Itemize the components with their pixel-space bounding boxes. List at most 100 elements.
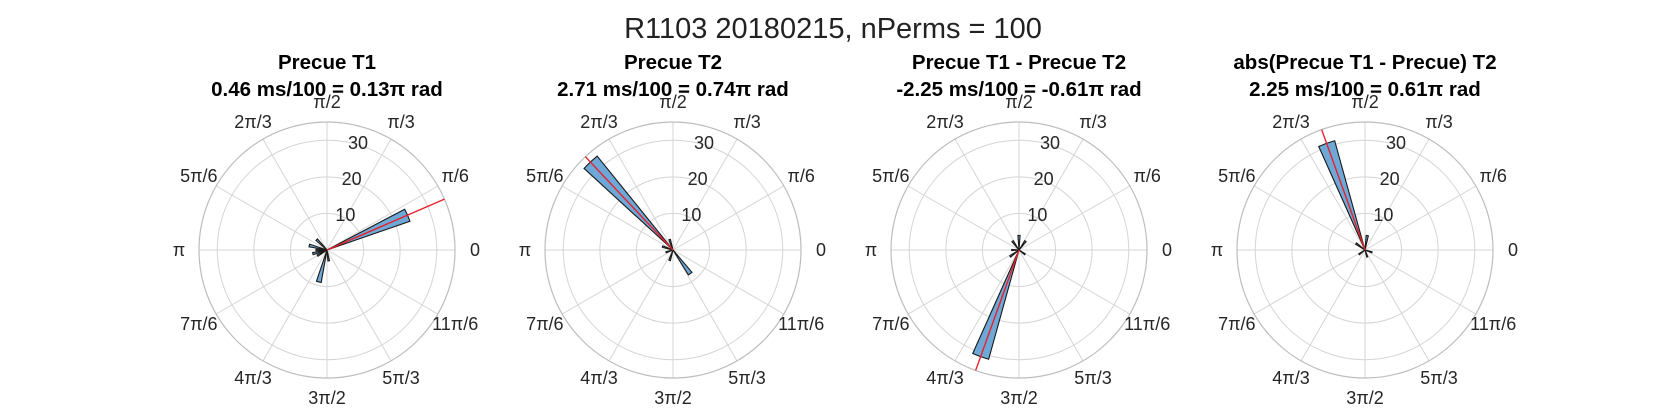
radial-tick-label: 20 <box>342 169 362 189</box>
radial-tick-label: 10 <box>681 205 701 225</box>
angular-gridline <box>1018 185 1131 251</box>
angle-tick-label: π/3 <box>387 112 414 132</box>
angular-gridline <box>672 249 738 362</box>
angular-gridline <box>326 249 439 315</box>
angle-tick-label: 5π/6 <box>872 166 909 186</box>
angle-tick-label: 0 <box>1162 240 1172 260</box>
angle-tick-label: π <box>519 240 531 260</box>
radial-tick-label: 20 <box>1380 169 1400 189</box>
histogram-bar <box>665 249 674 254</box>
angle-tick-label: 3π/2 <box>654 388 691 408</box>
angular-gridline <box>907 249 1020 315</box>
histogram-bar <box>326 249 331 262</box>
angle-tick-label: π <box>173 240 185 260</box>
angular-gridline <box>1364 249 1477 315</box>
panel-title: abs(Precue T1 - Precue) T2 <box>1233 51 1496 74</box>
angular-gridline <box>1300 249 1366 362</box>
angle-tick-label: 5π/6 <box>1218 166 1255 186</box>
mean-direction-line <box>584 156 674 251</box>
angular-gridline <box>326 249 392 362</box>
angle-tick-label: 5π/3 <box>728 368 765 388</box>
angle-tick-label: π/6 <box>1479 166 1506 186</box>
angle-tick-label: π <box>1211 240 1223 260</box>
radial-tick-label: 30 <box>348 133 368 153</box>
angle-tick-label: 4π/3 <box>926 368 963 388</box>
panel-subtitle: 0.46 ms/100 = 0.13π rad <box>211 78 443 101</box>
angle-tick-label: π <box>865 240 877 260</box>
histogram-bar <box>1354 242 1366 251</box>
angular-gridline <box>326 138 392 251</box>
angle-tick-label: 5π/6 <box>180 166 217 186</box>
polar-panel-2: Precue T2 2.71 ms/100 = 0.74π rad 0 π/6 π/3 π… <box>519 51 826 408</box>
angle-tick-label: π/6 <box>1133 166 1160 186</box>
angle-tick-label: 3π/2 <box>1000 388 1037 408</box>
angular-gridline <box>1300 138 1366 251</box>
angular-gridline <box>1364 185 1477 251</box>
angular-gridline <box>1018 249 1084 362</box>
histogram-bar <box>1018 239 1027 251</box>
angle-tick-label: 2π/3 <box>234 112 271 132</box>
histogram-bar <box>1318 140 1366 251</box>
angle-tick-label: 5π/3 <box>382 368 419 388</box>
angle-tick-label: 0 <box>470 240 480 260</box>
histogram-bar <box>1364 249 1369 258</box>
angle-tick-label: 11π/6 <box>1470 314 1516 334</box>
angular-gridline <box>1364 249 1430 362</box>
radial-tick-label: 30 <box>694 133 714 153</box>
angle-tick-label: 4π/3 <box>234 368 271 388</box>
angular-gridline <box>1364 138 1430 251</box>
panel-subtitle: 2.71 ms/100 = 0.74π rad <box>557 78 789 101</box>
angle-tick-label: 5π/3 <box>1074 368 1111 388</box>
radial-tick-label: 10 <box>335 205 355 225</box>
angle-tick-label: 7π/6 <box>180 314 217 334</box>
histogram-bar <box>1358 249 1366 256</box>
panel-subtitle: -2.25 ms/100 = -0.61π rad <box>896 78 1141 101</box>
histogram-bar <box>1364 234 1370 251</box>
histogram-bar <box>1008 249 1020 258</box>
angle-tick-label: π/2 <box>659 92 686 112</box>
angle-tick-label: π/6 <box>787 166 814 186</box>
angle-tick-label: 5π/3 <box>1420 368 1457 388</box>
histogram-bar <box>315 248 328 252</box>
angular-gridline <box>954 138 1020 251</box>
radial-tick-label: 20 <box>688 169 708 189</box>
angle-tick-label: π/2 <box>313 92 340 112</box>
histogram-bar <box>668 238 674 251</box>
angular-gridline <box>262 249 328 362</box>
panel-title: Precue T1 <box>278 51 376 74</box>
angular-gridline <box>672 185 785 251</box>
polar-panel-3: Precue T1 - Precue T2 -2.25 ms/100 = -0.6… <box>865 51 1172 408</box>
angle-tick-label: 7π/6 <box>526 314 563 334</box>
angular-gridline <box>215 185 328 251</box>
panel-subtitle: 2.25 ms/100 = 0.61π rad <box>1249 78 1481 101</box>
angle-tick-label: π/2 <box>1351 92 1378 112</box>
histogram-bar <box>661 245 674 251</box>
polar-frame <box>198 121 456 379</box>
histogram-bar <box>972 249 1020 360</box>
angular-gridline <box>1018 138 1084 251</box>
radial-tick-label: 30 <box>1040 133 1060 153</box>
radial-tick-label: 10 <box>1027 205 1047 225</box>
angle-tick-label: 11π/6 <box>1124 314 1170 334</box>
angle-tick-label: π/3 <box>1079 112 1106 132</box>
histogram-bar <box>668 249 674 262</box>
polar-frame <box>1236 121 1494 379</box>
angular-gridline <box>1253 185 1366 251</box>
angular-gridline <box>954 249 1020 362</box>
angular-gridline <box>1018 249 1131 315</box>
angular-gridline <box>907 185 1020 251</box>
polar-frame <box>544 121 802 379</box>
histogram-bar <box>1017 234 1021 251</box>
mean-direction-line <box>1320 129 1366 251</box>
histogram-bar <box>308 243 328 251</box>
angle-tick-label: 3π/2 <box>1346 388 1383 408</box>
angle-tick-label: 5π/6 <box>526 166 563 186</box>
radial-tick-label: 30 <box>1386 133 1406 153</box>
angle-tick-label: 2π/3 <box>1272 112 1309 132</box>
angle-tick-label: 2π/3 <box>926 112 963 132</box>
angle-tick-label: 11π/6 <box>778 314 824 334</box>
panel-title: Precue T2 <box>624 51 722 74</box>
polar-panel-1: Precue T1 0.46 ms/100 = 0.13π rad 0 π/6 π/3 π… <box>173 51 480 408</box>
histogram-bar <box>672 249 693 276</box>
